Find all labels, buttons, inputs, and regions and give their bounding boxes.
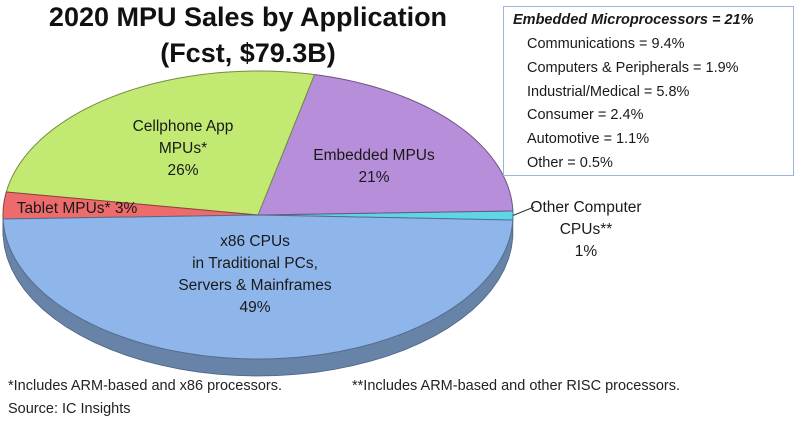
embedded-breakdown-box: Embedded Microprocessors = 21% Communica… [503, 6, 794, 176]
footnote-arm-x86: *Includes ARM-based and x86 processors. [8, 378, 283, 394]
footnote-arm-risc: **Includes ARM-based and other RISC proc… [352, 378, 681, 394]
breakdown-item-communications: Communications = 9.4% [527, 36, 685, 52]
breakdown-item-computers-peripherals: Computers & Peripherals = 1.9% [527, 60, 739, 76]
slice-label-tablet-mpus: Tablet MPUs* 3% [17, 200, 138, 217]
source-note: Source: IC Insights [8, 401, 131, 417]
chart-title: 2020 MPU Sales by Application [48, 2, 448, 32]
leader-line-other-cpus [512, 206, 535, 216]
breakdown-item-automotive: Automotive = 1.1% [527, 131, 650, 147]
breakdown-item-consumer: Consumer = 2.4% [527, 107, 644, 123]
slice-label-x86-cpus-in-traditional-pcs-servers-mainframes: x86 CPUs in Traditional PCs, Servers & Mai… [178, 233, 332, 316]
breakdown-item-industrial-medical: Industrial/Medical = 5.8% [527, 84, 690, 100]
slice-label-cellphone-app-mpus: Cellphone App MPUs* 26% [133, 118, 234, 179]
slice-label-other-computer-cpus: Other Computer CPUs** 1% [530, 199, 641, 260]
slice-x86-cpus-in-traditional-pcs-servers-mainframes [2, 214, 514, 360]
slice-embedded-mpus [257, 74, 514, 216]
breakdown-item-other: Other = 0.5% [527, 155, 613, 171]
slice-cellphone-app-mpus [5, 70, 316, 216]
chart-subtitle: (Fcst, $79.3B) [160, 38, 336, 68]
slice-label-embedded-mpus: Embedded MPUs 21% [313, 147, 435, 186]
embedded-breakdown-heading: Embedded Microprocessors = 21% [513, 12, 754, 28]
slice-tablet-mpus [2, 191, 259, 220]
